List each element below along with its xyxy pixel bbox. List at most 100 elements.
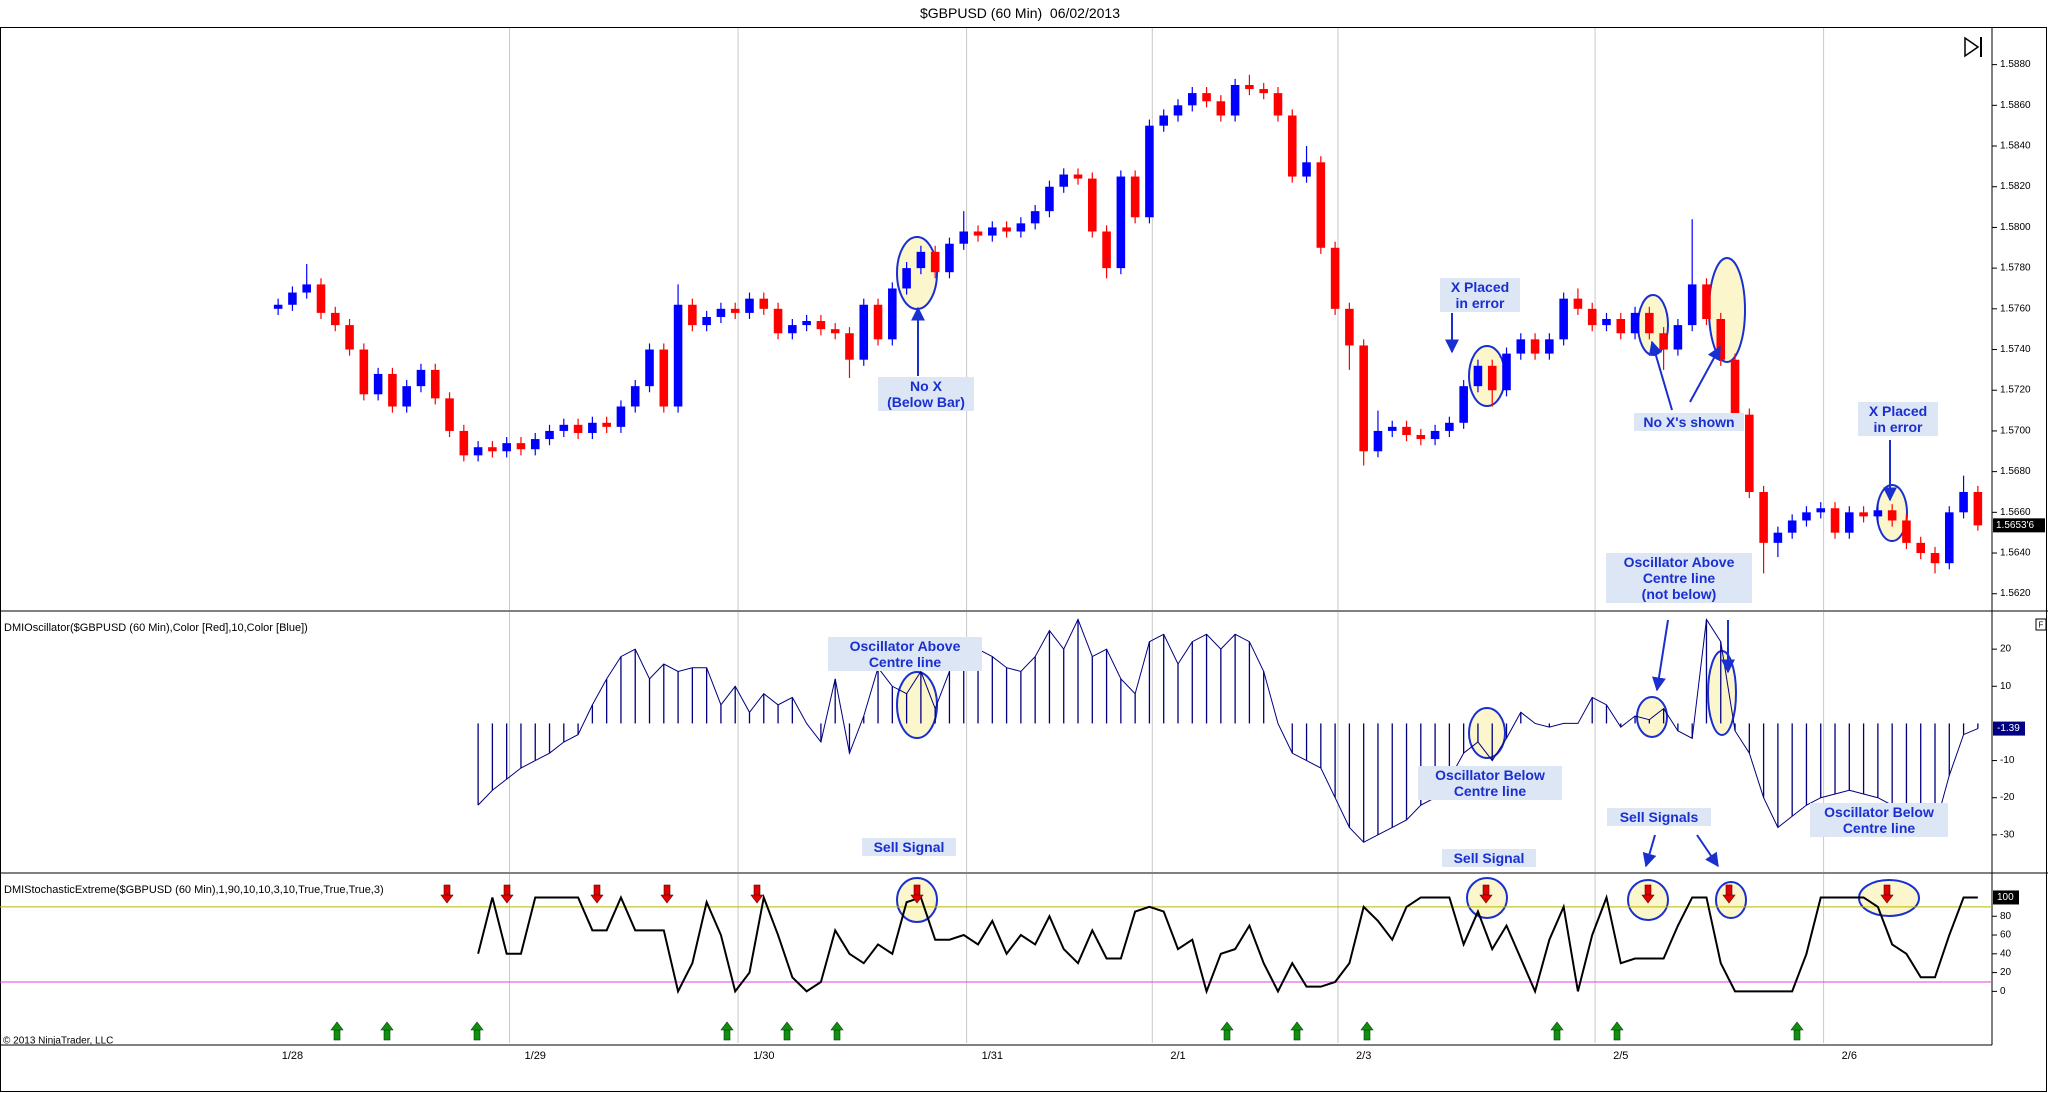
annotation: No X's shown [1634, 413, 1744, 431]
last-value-label: 1.5653'6 [1996, 520, 2034, 531]
y-tick-label: 40 [2000, 948, 2012, 959]
candle-body [1059, 174, 1069, 187]
last-value-label: -1.39 [1997, 723, 2020, 734]
candle-body [830, 329, 840, 334]
x-tick-label: 1/31 [982, 1050, 1003, 1062]
candle-body [659, 349, 669, 407]
copyright: © 2013 NinjaTrader, LLC [3, 1036, 113, 1047]
y-tick-label: 1.5820 [2000, 181, 2031, 192]
candle-body [459, 430, 469, 456]
y-tick-label: -10 [2000, 755, 2015, 766]
x-tick-label: 2/1 [1170, 1050, 1185, 1062]
candle-body [1116, 176, 1126, 269]
y-tick-label: 1.5620 [2000, 588, 2031, 599]
candle-body [859, 304, 869, 360]
x-tick-label: 1/28 [282, 1050, 303, 1062]
y-tick-label: 1.5840 [2000, 141, 2031, 152]
candle-body [302, 284, 311, 293]
candle-body [716, 308, 726, 317]
candle-body [1459, 386, 1468, 423]
highlight-ellipses [896, 236, 1920, 923]
candle-body [1502, 353, 1511, 391]
candle-body [1430, 430, 1440, 440]
last-value-box [1993, 518, 2045, 533]
annotation: Sell Signal [1442, 849, 1536, 867]
candle-body [1630, 312, 1640, 334]
x-tick-label: 1/29 [525, 1050, 546, 1062]
candle-body [1273, 93, 1283, 116]
candle-body [673, 304, 683, 407]
candle-body [1759, 491, 1768, 543]
x-tick-label: 1/30 [753, 1050, 774, 1062]
candle-body [1816, 508, 1826, 513]
candle-body [588, 422, 597, 433]
candle-body [1830, 508, 1840, 533]
candle-body [1187, 93, 1197, 106]
y-tick-label: 10 [2000, 681, 2012, 692]
candle-body [616, 406, 626, 427]
candle-body [1902, 520, 1911, 543]
candle-body [1845, 512, 1854, 533]
candle-body [1973, 491, 1983, 526]
panel-button[interactable]: F [2035, 618, 2047, 631]
stochastic-line [477, 893, 1978, 995]
candle-body [1088, 178, 1097, 232]
candle-body [1002, 227, 1011, 232]
candle-body [973, 231, 983, 236]
candle-body [288, 292, 297, 305]
candle-body [845, 333, 854, 360]
candle-body [730, 308, 740, 313]
candle-body [630, 386, 640, 407]
candle-body [1687, 284, 1697, 326]
candle-body [1302, 162, 1311, 177]
candle-body [402, 386, 411, 407]
candle-body [1873, 510, 1883, 517]
y-tick-label: 1.5880 [2000, 59, 2031, 70]
candle-body [788, 325, 797, 334]
candle-body [473, 447, 483, 456]
candle-body [1345, 308, 1354, 346]
last-value-box [1993, 721, 2025, 736]
candle-body [573, 424, 583, 433]
candle-body [1259, 89, 1268, 94]
annotation-arrows [911, 306, 1897, 868]
candle-body [1130, 176, 1140, 218]
candle-body [945, 243, 954, 273]
annotation: X Placed in error [1858, 402, 1938, 436]
annotation: X Placed in error [1440, 278, 1520, 312]
candle-body [873, 304, 883, 340]
candle-body [688, 304, 697, 326]
candle-body [1359, 345, 1368, 452]
candle-body [1887, 510, 1897, 521]
candle-body [902, 268, 911, 289]
candle-body [1173, 105, 1183, 116]
candle-body [1287, 115, 1297, 177]
candle-body [1716, 319, 1726, 360]
x-tick-label: 2/5 [1613, 1050, 1628, 1062]
toolbar-icon[interactable] [1964, 36, 1982, 58]
y-tick-label: 1.5700 [2000, 425, 2031, 436]
annotation: Oscillator Below Centre line [1418, 766, 1562, 800]
candle-body [1159, 115, 1168, 126]
candle-body [645, 349, 654, 387]
candle-body [1045, 186, 1054, 212]
y-tick-label: 1.5780 [2000, 263, 2031, 274]
candle-body [1802, 512, 1811, 521]
candle-body [1030, 211, 1040, 224]
candle-body [1545, 339, 1554, 354]
candle-body [888, 288, 897, 340]
y-tick-label: 1.5640 [2000, 548, 2031, 559]
svg-text:F: F [2039, 621, 2044, 630]
candle-body [345, 325, 354, 350]
y-tick-label: 0 [2000, 986, 2006, 997]
candle-body [1787, 520, 1797, 533]
y-tick-label: 20 [2000, 644, 2012, 655]
candle-body [373, 373, 383, 395]
candle-body [488, 447, 497, 452]
panel-title: DMIOscillator($GBPUSD (60 Min),Color [Re… [4, 622, 308, 634]
candle-body [1473, 365, 1483, 387]
y-tick-label: 1.5680 [2000, 466, 2031, 477]
candle-body [1216, 101, 1226, 116]
